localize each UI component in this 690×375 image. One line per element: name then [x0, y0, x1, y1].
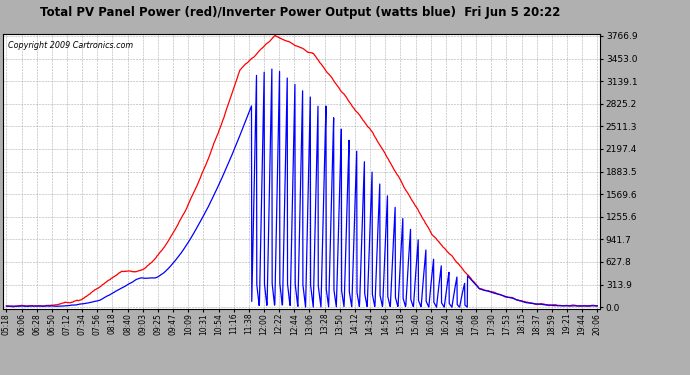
Text: Copyright 2009 Cartronics.com: Copyright 2009 Cartronics.com — [8, 40, 133, 50]
Text: Total PV Panel Power (red)/Inverter Power Output (watts blue)  Fri Jun 5 20:22: Total PV Panel Power (red)/Inverter Powe… — [40, 6, 560, 19]
